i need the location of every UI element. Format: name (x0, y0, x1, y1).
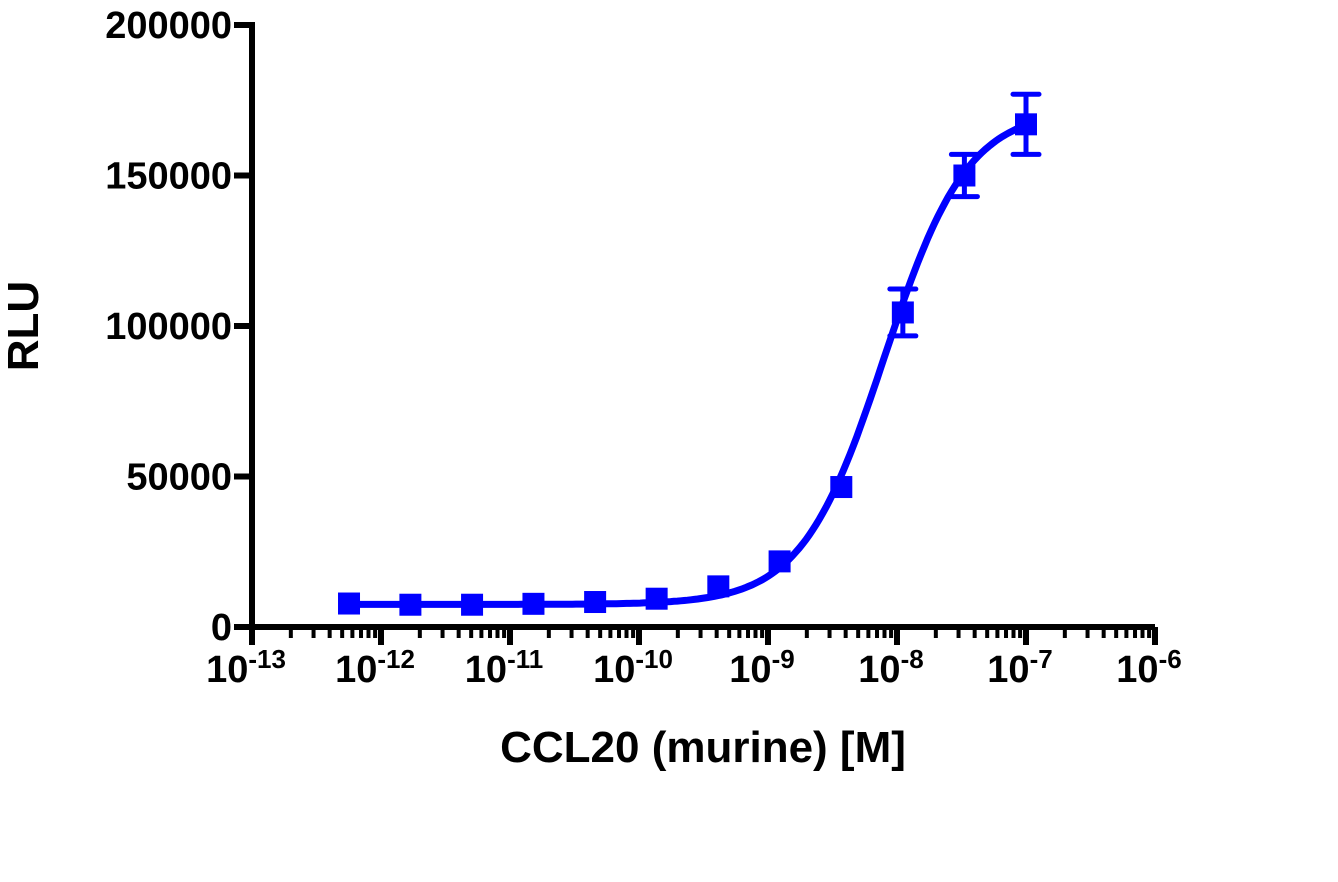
data-point (953, 164, 976, 187)
y-tick-label: 0 (211, 607, 232, 649)
data-point (830, 476, 853, 499)
x-tick-label: 10-6 (1116, 644, 1181, 691)
x-tick-label: 10-10 (593, 644, 673, 691)
y-tick-label: 200000 (105, 5, 232, 47)
x-tick-label: 10-8 (858, 644, 923, 691)
x-axis-label: CCL20 (murine) [M] (500, 723, 906, 772)
data-point (584, 591, 607, 614)
fit-curve (345, 121, 1030, 608)
x-tick-label: 10-7 (987, 644, 1052, 691)
x-tick-label: 10-13 (206, 644, 286, 691)
data-point (768, 550, 791, 573)
data-point (522, 592, 545, 615)
data-point (461, 593, 484, 616)
y-tick-label: 150000 (105, 156, 232, 198)
y-tick-label: 100000 (105, 306, 232, 348)
y-axis-label: RLU (0, 281, 48, 371)
data-point (338, 592, 361, 615)
data-point (1015, 113, 1037, 136)
data-point (707, 575, 730, 598)
data-point (891, 301, 914, 324)
data-point (645, 587, 668, 610)
x-tick-label: 10-11 (465, 644, 543, 691)
x-tick-label: 10-9 (729, 644, 794, 691)
data-point (399, 593, 422, 616)
x-tick-label: 10-12 (335, 644, 415, 691)
y-tick-label: 50000 (126, 457, 232, 499)
